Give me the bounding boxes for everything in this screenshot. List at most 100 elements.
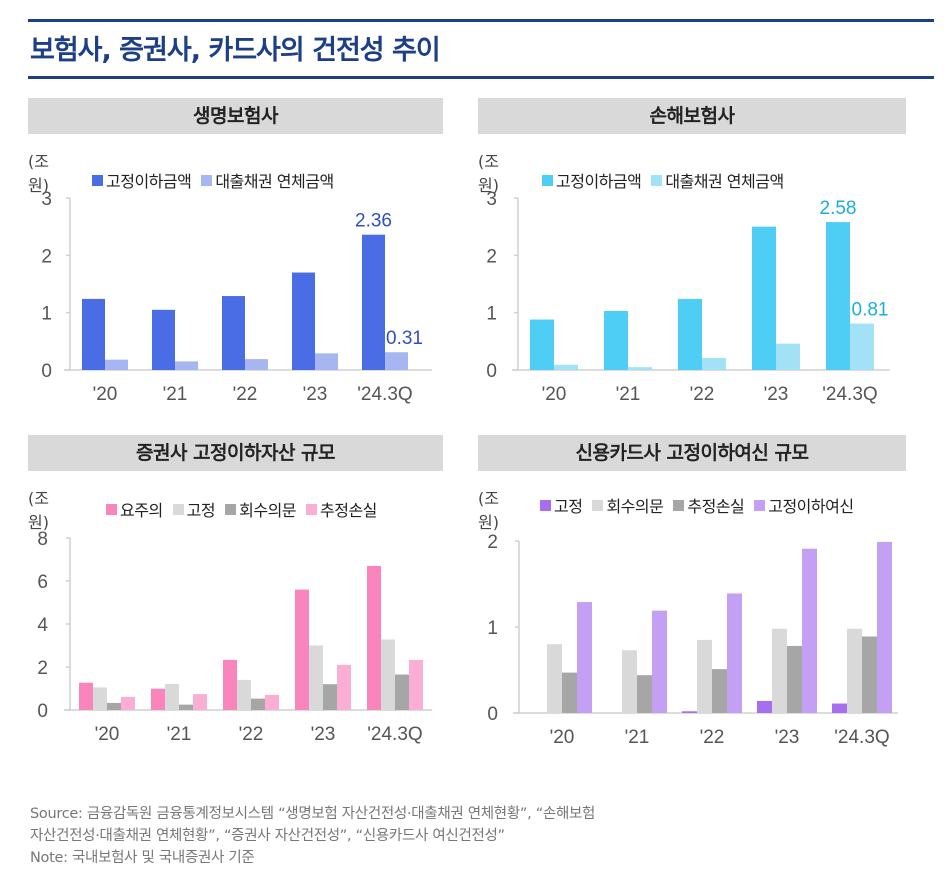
legend: 고정이하금액 대출채권 연체금액	[542, 168, 794, 192]
x-tick-label: '20	[550, 727, 575, 748]
x-tick-label: '24.3Q	[357, 384, 412, 405]
bar	[223, 659, 237, 710]
source-line-2: 자산건전성·대출채권 연체현황”, “증권사 자산건전성”, “신용카드사 여신…	[30, 828, 505, 844]
bar	[850, 323, 874, 370]
y-tick-label: 3	[486, 189, 497, 210]
bar	[245, 359, 268, 370]
legend-swatch	[306, 503, 318, 515]
bar	[79, 682, 93, 710]
unit-label: (조 원)	[478, 152, 499, 195]
panel-title: 신용카드사 고정이하여신 규모	[478, 435, 906, 471]
title-top-rule	[28, 19, 934, 22]
x-tick-label: '20	[542, 384, 567, 405]
x-tick-label: '24.3Q	[367, 724, 422, 745]
unit-label: (조 원)	[28, 489, 49, 532]
bar	[826, 222, 850, 370]
legend-item: 요주의	[106, 497, 163, 521]
legend-label: 고정이하금액	[556, 172, 642, 191]
bar	[179, 704, 193, 710]
x-tick-label: '24.3Q	[822, 384, 877, 405]
bar	[362, 234, 385, 370]
bar	[637, 675, 652, 713]
bar	[385, 352, 408, 370]
bar	[295, 589, 309, 710]
note-line: Note: 국내보험사 및 국내증권사 기준	[30, 850, 255, 866]
x-tick-label: '21	[625, 727, 650, 748]
bar	[877, 541, 892, 713]
bar	[562, 672, 577, 713]
x-tick-label: '23	[775, 727, 800, 748]
y-tick-label: 0	[37, 701, 48, 722]
bar	[757, 700, 772, 713]
x-tick-label: '23	[303, 384, 328, 405]
bar	[772, 628, 787, 713]
legend: 요주의 고정 회수의문 추정손실	[106, 497, 387, 521]
y-tick-label: 2	[487, 532, 498, 553]
title-bottom-rule	[28, 76, 934, 79]
footer: Source: 금융감독원 금융통계정보시스템 “생명보험 자산건전성·대출채권…	[30, 803, 595, 869]
bar	[702, 357, 726, 370]
data-label: 2.58	[820, 198, 857, 219]
bar	[395, 674, 409, 710]
y-tick-label: 3	[41, 189, 52, 210]
y-tick-label: 2	[37, 658, 48, 679]
legend: 고정이하금액 대출채권 연체금액	[92, 168, 344, 192]
data-label: 0.81	[852, 300, 889, 321]
bar	[367, 565, 381, 710]
bar	[862, 636, 877, 713]
bar	[652, 610, 667, 713]
bar	[628, 367, 652, 370]
legend-label: 고정	[554, 497, 583, 516]
legend-label: 고정이하금액	[106, 172, 192, 191]
legend-item: 추정손실	[673, 493, 745, 517]
bar	[337, 664, 351, 710]
bar	[787, 645, 802, 713]
bar	[292, 272, 315, 370]
bar	[604, 310, 628, 370]
legend: 고정 회수의문 추정손실 고정이하여신	[540, 493, 864, 517]
legend-item: 대출채권 연체금액	[201, 168, 334, 192]
y-tick-label: 0	[41, 361, 52, 382]
legend-swatch	[225, 503, 237, 515]
y-tick-label: 1	[41, 304, 52, 325]
x-tick-label: '22	[690, 384, 715, 405]
legend-label: 추정손실	[687, 497, 745, 516]
legend-label: 추정손실	[320, 501, 377, 520]
bar	[409, 659, 423, 710]
bar	[151, 688, 165, 710]
legend-item: 고정	[172, 497, 216, 521]
bar	[847, 628, 862, 713]
legend-label: 고정	[186, 501, 216, 520]
panel-title: 생명보험사	[28, 98, 443, 134]
legend-item: 대출채권 연체금액	[651, 168, 784, 192]
source-line-1: Source: 금융감독원 금융통계정보시스템 “생명보험 자산건전성·대출채권…	[30, 806, 596, 822]
legend-item: 고정이하금액	[92, 168, 192, 192]
x-tick-label: '24.3Q	[834, 727, 889, 748]
legend-label: 대출채권 연체금액	[215, 172, 334, 191]
legend-item: 회수의문	[592, 493, 664, 517]
legend-swatch	[540, 499, 551, 511]
x-tick-label: '22	[239, 724, 264, 745]
bar	[776, 343, 800, 370]
legend-swatch	[754, 499, 766, 511]
bar	[265, 694, 279, 710]
x-tick-label: '22	[700, 727, 725, 748]
panel-title: 손해보험사	[478, 98, 906, 134]
bar	[107, 702, 121, 710]
legend-label: 대출채권 연체금액	[665, 172, 784, 191]
legend-swatch	[651, 174, 663, 186]
bar	[251, 698, 265, 710]
legend-swatch	[92, 174, 103, 186]
bar	[193, 694, 207, 710]
bar	[712, 669, 727, 713]
bar	[678, 298, 702, 370]
legend-label: 회수의문	[606, 497, 664, 516]
legend-swatch	[592, 499, 604, 511]
bar	[222, 296, 245, 370]
y-tick-label: 8	[37, 529, 48, 550]
y-tick-label: 4	[37, 615, 48, 636]
bar	[82, 298, 105, 370]
legend-label: 고정이하여신	[768, 497, 854, 516]
